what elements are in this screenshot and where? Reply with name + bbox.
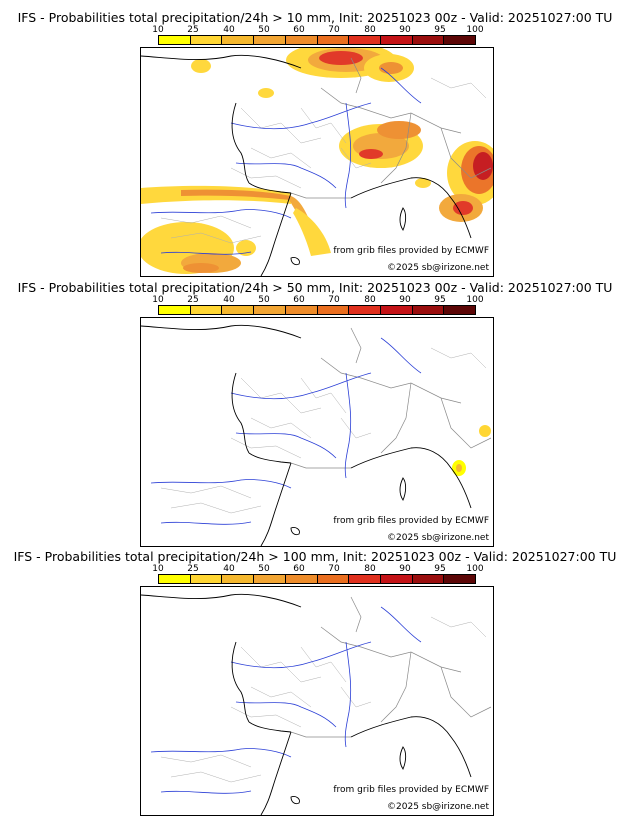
scale-label: 70 bbox=[328, 25, 340, 35]
scale-label: 70 bbox=[328, 564, 340, 574]
scale-label: 50 bbox=[258, 25, 270, 35]
scale-swatch bbox=[222, 36, 255, 44]
scale-label: 10 bbox=[152, 25, 164, 35]
source-credit: from grib files provided by ECMWF bbox=[333, 246, 489, 256]
scale-swatch bbox=[159, 575, 191, 583]
copyright-credit: ©2025 sb@irizone.net bbox=[387, 802, 489, 812]
scale-swatch bbox=[444, 575, 476, 583]
national-borders bbox=[290, 57, 492, 199]
scale-swatch bbox=[380, 36, 413, 44]
source-credit: from grib files provided by ECMWF bbox=[333, 516, 489, 526]
scale-swatch bbox=[444, 306, 476, 314]
scale-swatch bbox=[159, 306, 191, 314]
rivers bbox=[150, 337, 422, 525]
coastline bbox=[141, 593, 472, 815]
scale-swatch bbox=[317, 575, 350, 583]
scale-label: 40 bbox=[223, 564, 235, 574]
scale-swatch bbox=[285, 575, 318, 583]
scale-label: 95 bbox=[434, 25, 446, 35]
scale-label: 50 bbox=[258, 295, 270, 305]
scale-swatch bbox=[412, 36, 445, 44]
scale-swatch bbox=[349, 575, 381, 583]
panel-title: IFS - Probabilities total precipitation/… bbox=[17, 280, 613, 295]
scale-swatch bbox=[380, 306, 413, 314]
color-scale-bar bbox=[158, 35, 476, 45]
regional-borders bbox=[160, 616, 487, 783]
precip-map: from grib files provided by ECMWF ©2025 … bbox=[140, 586, 494, 816]
scale-label: 90 bbox=[399, 295, 411, 305]
scale-swatch bbox=[285, 36, 318, 44]
scale-swatch bbox=[190, 306, 223, 314]
scale-swatch bbox=[317, 36, 350, 44]
scale-label: 95 bbox=[434, 564, 446, 574]
scale-label: 25 bbox=[187, 25, 199, 35]
scale-label: 60 bbox=[293, 564, 305, 574]
scale-label: 80 bbox=[364, 564, 376, 574]
precip-map: from grib files provided by ECMWF ©2025 … bbox=[140, 317, 494, 547]
scale-label: 40 bbox=[223, 295, 235, 305]
scale-label: 80 bbox=[364, 295, 376, 305]
color-scale-bar bbox=[158, 305, 476, 315]
map-canvas bbox=[141, 48, 493, 276]
precip-map: from grib files provided by ECMWF ©2025 … bbox=[140, 47, 494, 277]
scale-label: 80 bbox=[364, 25, 376, 35]
map-canvas bbox=[141, 593, 492, 815]
scale-label: 100 bbox=[466, 564, 484, 574]
scale-swatch bbox=[349, 306, 381, 314]
panel-title: IFS - Probabilities total precipitation/… bbox=[13, 549, 617, 564]
color-scale-bar bbox=[158, 574, 476, 584]
panel-title: IFS - Probabilities total precipitation/… bbox=[17, 10, 613, 25]
scale-label: 40 bbox=[223, 25, 235, 35]
scale-label: 60 bbox=[293, 295, 305, 305]
scale-label: 25 bbox=[187, 564, 199, 574]
national-borders bbox=[290, 596, 492, 738]
color-scale-labels: 10 25 40 50 60 70 80 90 95 100 bbox=[146, 25, 488, 35]
rivers bbox=[150, 67, 422, 255]
scale-swatch bbox=[222, 575, 255, 583]
scale-label: 10 bbox=[152, 295, 164, 305]
precip-field bbox=[141, 48, 493, 274]
regional-borders bbox=[160, 77, 487, 244]
scale-swatch bbox=[349, 36, 381, 44]
scale-swatch bbox=[222, 306, 255, 314]
national-borders bbox=[290, 327, 492, 469]
scale-swatch bbox=[412, 306, 445, 314]
scale-swatch bbox=[254, 36, 286, 44]
scale-swatch bbox=[190, 575, 223, 583]
scale-swatch bbox=[159, 36, 191, 44]
scale-swatch bbox=[317, 306, 350, 314]
scale-label: 95 bbox=[434, 295, 446, 305]
copyright-credit: ©2025 sb@irizone.net bbox=[387, 263, 489, 273]
rivers bbox=[150, 606, 422, 794]
source-credit: from grib files provided by ECMWF bbox=[333, 785, 489, 795]
scale-label: 25 bbox=[187, 295, 199, 305]
scale-label: 50 bbox=[258, 564, 270, 574]
coastline bbox=[141, 54, 472, 276]
scale-label: 100 bbox=[466, 25, 484, 35]
scale-swatch bbox=[254, 575, 286, 583]
scale-swatch bbox=[285, 306, 318, 314]
scale-swatch bbox=[412, 575, 445, 583]
scale-label: 90 bbox=[399, 564, 411, 574]
scale-swatch bbox=[254, 306, 286, 314]
scale-swatch bbox=[190, 36, 223, 44]
precip-field bbox=[452, 425, 491, 476]
coastline bbox=[141, 324, 472, 546]
scale-label: 90 bbox=[399, 25, 411, 35]
scale-label: 10 bbox=[152, 564, 164, 574]
color-scale-labels: 10 25 40 50 60 70 80 90 95 100 bbox=[146, 295, 488, 305]
scale-label: 70 bbox=[328, 295, 340, 305]
scale-label: 100 bbox=[466, 295, 484, 305]
scale-swatch bbox=[444, 36, 476, 44]
map-canvas bbox=[141, 324, 492, 546]
copyright-credit: ©2025 sb@irizone.net bbox=[387, 533, 489, 543]
color-scale-labels: 10 25 40 50 60 70 80 90 95 100 bbox=[146, 564, 488, 574]
scale-label: 60 bbox=[293, 25, 305, 35]
regional-borders bbox=[160, 347, 487, 514]
scale-swatch bbox=[380, 575, 413, 583]
